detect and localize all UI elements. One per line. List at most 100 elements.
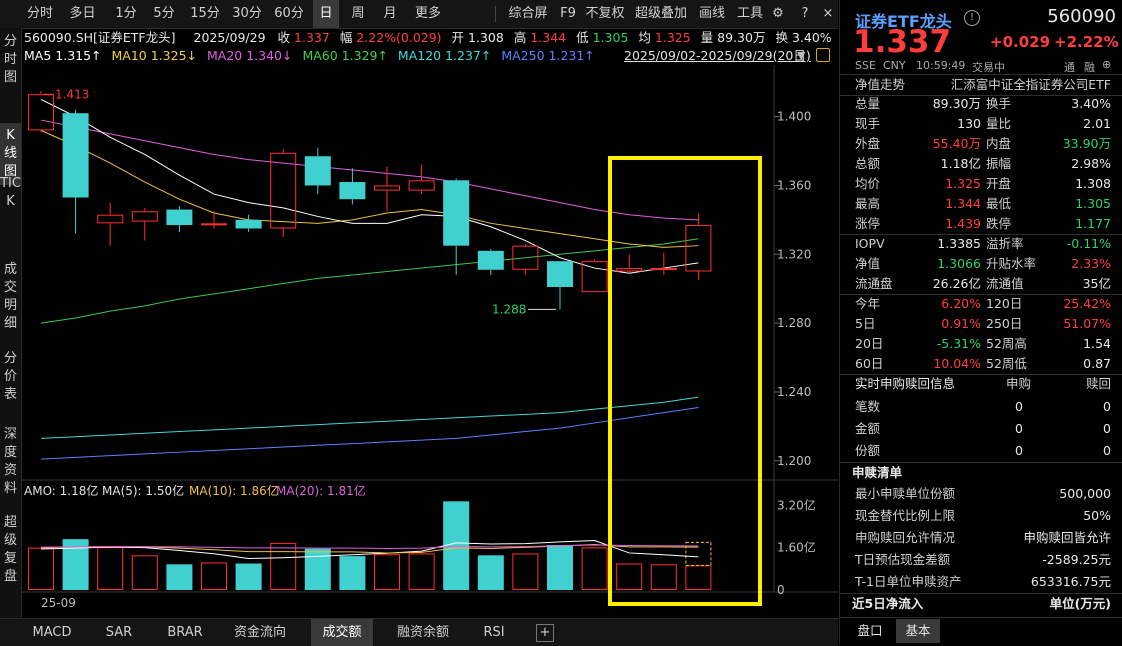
panel-tab-1[interactable]: 基本: [896, 619, 940, 643]
stat-label: 现手: [855, 116, 881, 131]
trend-label[interactable]: 净值走势: [855, 77, 906, 92]
amount-bar: [616, 563, 643, 591]
badge-tong: 通: [1064, 61, 1075, 74]
indicator-tab-7[interactable]: +: [536, 624, 554, 642]
info-icon[interactable]: !: [964, 10, 980, 26]
ma10-label: MA10 1.325↓: [111, 48, 197, 63]
period-9[interactable]: 月: [383, 6, 397, 21]
candle[interactable]: [443, 178, 470, 275]
left-nav-2[interactable]: TICK: [0, 176, 21, 209]
candle[interactable]: [270, 149, 297, 238]
left-nav-3[interactable]: 成交明细: [3, 262, 17, 331]
range-dropdown-icon[interactable]: ▼: [797, 49, 806, 62]
period-5[interactable]: 30分: [232, 6, 262, 21]
sub-list-row: 申购赎回允许情况 申购赎回皆允许: [840, 528, 1122, 548]
stats2-row: 流通盘 26.26亿 流通值 35亿: [840, 274, 1122, 294]
period-2[interactable]: 1分: [115, 6, 137, 21]
candle[interactable]: [235, 214, 262, 232]
vol-label: 量: [700, 30, 714, 45]
left-nav-0[interactable]: 分时图: [3, 34, 17, 85]
candle[interactable]: [304, 147, 331, 195]
lock-icon[interactable]: [816, 48, 830, 62]
panel-tab-0[interactable]: 盘口: [857, 623, 883, 638]
candle[interactable]: [685, 212, 712, 281]
y-tick-label: 1.200: [777, 454, 811, 468]
period-3[interactable]: 5分: [153, 6, 175, 21]
left-vertical-nav: 分时图 K线图 TICK 成交明细分价表深度资料超级复盘: [0, 28, 22, 620]
date-range[interactable]: 2025/09/02-2025/09/29(20日): [624, 48, 811, 63]
indicator-tab-6[interactable]: RSI: [483, 625, 505, 640]
amount-bar: [477, 555, 504, 590]
period-8[interactable]: 周: [351, 6, 365, 21]
period-1[interactable]: 多日: [69, 6, 96, 21]
exchange: SSE: [855, 59, 876, 72]
tool-0[interactable]: 综合屏: [508, 6, 548, 21]
candle[interactable]: [477, 249, 504, 275]
indicator-tab-2[interactable]: BRAR: [167, 625, 203, 640]
ma250-label: MA250 1.231↑: [501, 48, 595, 63]
close-icon[interactable]: ×: [822, 6, 834, 21]
indicator-tab-3[interactable]: 资金流向: [233, 625, 286, 640]
candle[interactable]: [62, 109, 89, 234]
perf-row: 今年 6.20% 120日 25.42%: [840, 294, 1122, 314]
candle[interactable]: [131, 207, 158, 241]
left-nav-5[interactable]: 深度资料: [3, 427, 17, 496]
candle[interactable]: [201, 211, 227, 229]
indicator-tab-0[interactable]: MACD: [32, 625, 72, 640]
stat-label: 最低: [986, 196, 1012, 211]
sub-redeem-label: 份额: [855, 443, 881, 458]
amount-bar: [270, 542, 297, 590]
indicator-tab-4[interactable]: 成交额: [311, 619, 373, 646]
candle[interactable]: [166, 206, 193, 232]
candle[interactable]: [581, 259, 608, 293]
period-7[interactable]: 日: [313, 0, 339, 28]
amount-bar: [650, 564, 677, 591]
sub-redeem-label: 金额: [855, 421, 881, 436]
sub-value: 0: [1015, 443, 1023, 458]
candle[interactable]: [28, 90, 54, 133]
help-icon[interactable]: ?: [801, 6, 809, 21]
candle[interactable]: [650, 252, 677, 275]
amount-ma20-label: MA(20): 1.81亿: [276, 483, 366, 498]
tool-3[interactable]: 超级叠加: [634, 6, 687, 21]
stat-label: 总量: [855, 96, 881, 111]
stats-row: 均价 1.325 开盘 1.308: [840, 174, 1122, 194]
stat-value: 6.20%: [941, 296, 981, 311]
candle-body: [374, 185, 400, 191]
candle[interactable]: [547, 261, 573, 310]
candle[interactable]: [616, 254, 643, 274]
period-6[interactable]: 60分: [274, 6, 304, 21]
sub-redeem-row: 金额 0 0: [840, 419, 1122, 439]
stat-label: 净值: [855, 256, 881, 271]
candle[interactable]: [97, 202, 124, 246]
candle[interactable]: [512, 243, 539, 275]
tool-4[interactable]: 画线: [698, 6, 725, 21]
stat-value: 0.91%: [941, 316, 981, 331]
indicator-tab-1[interactable]: SAR: [105, 625, 133, 640]
left-nav-4[interactable]: 分价表: [3, 351, 17, 402]
y-tick-label: 1.360: [777, 178, 811, 192]
last-price: 1.337: [853, 24, 952, 60]
tool-2[interactable]: 不复权: [585, 6, 625, 21]
kline-chart[interactable]: 1.400 1.360 1.320 1.280 1.240 1.200 1.413 1.288…: [22, 0, 838, 612]
change-value: 2.22%(0.029): [356, 30, 442, 45]
tool-1[interactable]: F9: [560, 6, 576, 21]
stat-value: 2.98%: [1071, 156, 1111, 171]
quote-panel: 证券ETF龙头 ! 560090 1.337 +0.029 +2.22% SSE…: [839, 0, 1122, 645]
candle[interactable]: [408, 164, 435, 195]
sub-list-value: 653316.75元: [1030, 574, 1111, 589]
period-10[interactable]: 更多: [414, 6, 441, 21]
badge-more-icon[interactable]: ⊕: [1102, 58, 1112, 71]
tool-5[interactable]: 工具: [736, 6, 763, 21]
candle[interactable]: [374, 166, 400, 212]
settings-gear-icon[interactable]: ⚙: [772, 6, 784, 21]
period-4[interactable]: 15分: [190, 6, 220, 21]
candle-body: [62, 113, 89, 198]
vol-value: 89.30万: [717, 30, 766, 45]
left-nav-6[interactable]: 超级复盘: [3, 515, 17, 584]
indicator-tab-5[interactable]: 融资余额: [396, 625, 449, 640]
candle[interactable]: [339, 168, 366, 205]
period-0[interactable]: 分时: [26, 6, 53, 21]
left-nav-1[interactable]: K线图: [0, 123, 21, 185]
sub-list-row: T日预估现金差额 -2589.25元: [840, 550, 1122, 570]
